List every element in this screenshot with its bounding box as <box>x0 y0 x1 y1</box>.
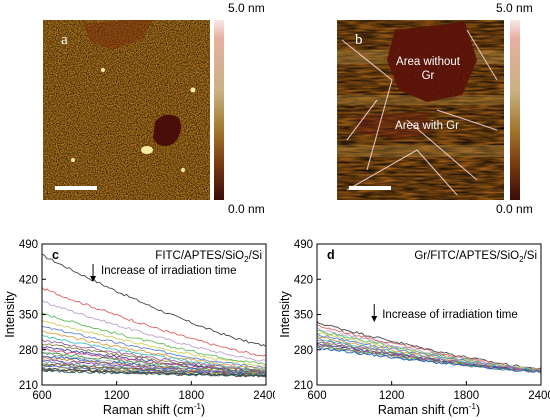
x-tick-label: 600 <box>32 390 51 402</box>
series-line-8 <box>41 334 267 371</box>
y-tick-label: 350 <box>294 310 313 322</box>
afm-image-b-surface <box>337 20 504 200</box>
x-tick-label: 2400 <box>528 390 550 402</box>
series-line-7 <box>41 330 267 370</box>
x-tick-label: 600 <box>307 390 326 402</box>
y-tick-label: 350 <box>19 310 38 322</box>
panel-letter-b: b <box>355 32 363 48</box>
afm-image-b: b Area without Gr Area with Gr <box>337 20 504 200</box>
afm-image-a: a <box>43 20 210 200</box>
chart-title: Gr/FITC/APTES/SiO2/Si <box>414 250 537 264</box>
label-area-with-gr: Area with Gr <box>395 120 459 132</box>
annotation-arrow-head <box>371 316 378 322</box>
color-bar-b <box>510 20 520 200</box>
series-line-9 <box>41 338 267 373</box>
panel-letter-d: d <box>327 248 335 262</box>
panel-letter-c: c <box>52 248 59 262</box>
x-axis-label: Raman shift (cm-1) <box>103 402 205 417</box>
color-bar-a-max: 5.0 nm <box>228 1 265 15</box>
panel-letter-a: a <box>61 32 68 48</box>
series-line-15 <box>41 355 267 376</box>
x-tick-label: 1200 <box>379 390 405 402</box>
series-line-15 <box>316 346 542 374</box>
y-tick-label: 210 <box>294 380 313 392</box>
color-bar-b-max: 5.0 nm <box>496 1 533 15</box>
y-tick-label: 210 <box>19 380 38 392</box>
x-tick-label: 2400 <box>253 390 275 402</box>
x-axis-label: Raman shift (cm-1) <box>378 402 480 417</box>
color-bar-b-min: 0.0 nm <box>496 202 533 216</box>
series-group <box>41 253 267 378</box>
y-axis-label: Intensity <box>3 290 17 337</box>
series-line-5 <box>41 319 267 368</box>
x-tick-label: 1200 <box>104 390 130 402</box>
series-line-1 <box>41 253 267 348</box>
chart-title: FITC/APTES/SiO2/Si <box>155 250 262 264</box>
series-line-6 <box>41 326 267 369</box>
color-bar-a-min: 0.0 nm <box>228 202 265 216</box>
y-tick-label: 490 <box>19 239 38 251</box>
y-tick-label: 420 <box>294 274 313 286</box>
annotation-text: Increase of irradiation time <box>101 265 237 277</box>
y-tick-label: 280 <box>19 345 38 357</box>
series-line-2 <box>41 286 267 357</box>
scale-bar-b <box>349 186 391 190</box>
series-group <box>316 321 542 374</box>
y-tick-label: 280 <box>294 345 313 357</box>
y-axis-label: Intensity <box>278 290 292 337</box>
afm-image-a-surface <box>43 20 210 200</box>
series-line-17 <box>41 359 267 376</box>
y-tick-label: 490 <box>294 239 313 251</box>
series-line-25 <box>41 369 267 378</box>
scale-bar-a <box>55 186 97 190</box>
series-line-1 <box>316 321 542 370</box>
y-tick-label: 420 <box>19 274 38 286</box>
annotation-arrow-head <box>90 276 97 282</box>
label-area-without-gr: Area without Gr <box>396 56 460 82</box>
x-tick-label: 1800 <box>179 390 205 402</box>
x-tick-label: 1800 <box>454 390 480 402</box>
raman-chart-c: 600 1200 1800 2400 210 280 350 420 490 Raman shif… <box>3 239 275 417</box>
annotation-text: Increase of irradiation time <box>382 309 518 321</box>
series-line-3 <box>41 300 267 362</box>
series-line-8 <box>316 337 542 372</box>
series-line-5 <box>316 332 542 372</box>
raman-chart-d: 600 1200 1800 2400 210 280 350 420 490 Raman shif… <box>278 239 550 417</box>
color-bar-a <box>214 20 224 200</box>
